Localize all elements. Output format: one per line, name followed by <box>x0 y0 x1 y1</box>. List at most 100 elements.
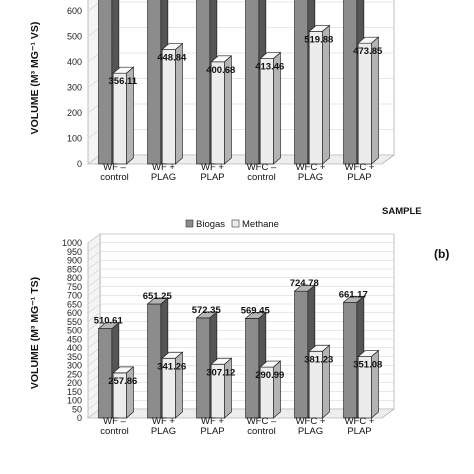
x-tick-label-line: WFC + <box>345 162 375 173</box>
y-tick-label: 200 <box>67 108 82 118</box>
x-tick-label-line: WFC – <box>247 416 277 427</box>
y-tick-label: 700 <box>67 291 82 301</box>
y-tick-label: 100 <box>67 396 82 406</box>
data-label: 341.26 <box>157 361 186 372</box>
bar-biogas-top <box>244 311 267 319</box>
y-tick-label: 50 <box>72 404 82 414</box>
y-tick-label: 900 <box>67 256 82 266</box>
y-tick-label: 100 <box>67 134 82 144</box>
bar-biogas <box>294 0 309 165</box>
x-tick-label: WFC + PLAG <box>296 162 326 183</box>
data-label: 381.23 <box>304 354 333 365</box>
data-label: 473.85 <box>353 46 383 57</box>
y-tick-label: 200 <box>67 378 82 388</box>
y-tick-label: 500 <box>67 32 82 42</box>
x-tick-label-line: WFC + <box>296 162 326 173</box>
x-tick-label-line: WF + <box>152 162 175 173</box>
x-tick-label-line: WF – <box>103 162 126 173</box>
x-tick-label-line: control <box>247 426 276 437</box>
x-tick-label-line: PLAP <box>347 426 371 437</box>
data-label: 448.84 <box>157 53 187 64</box>
panel-b-label: (b) <box>434 247 449 261</box>
legend-biogas-label: Biogas <box>196 219 225 230</box>
bar-methane-side <box>322 24 330 165</box>
bar-biogas <box>98 328 113 419</box>
x-tick-label: WF – control <box>100 162 129 183</box>
data-label: 356.11 <box>109 76 138 87</box>
data-label: 351.08 <box>353 360 382 371</box>
x-tick-label: WF + PLAG <box>151 162 176 183</box>
gridline <box>87 251 394 261</box>
bar-biogas-top <box>195 311 218 319</box>
x-tick-label: WFC – control <box>247 416 277 437</box>
data-label: 569.45 <box>241 305 271 316</box>
data-label: 257.86 <box>108 376 137 387</box>
legend: Biogas Methane <box>185 219 279 230</box>
data-label: 724.78 <box>290 278 319 289</box>
bar-biogas-top <box>146 297 169 305</box>
legend-biogas-swatch <box>185 219 194 228</box>
x-tick-label-line: WF + <box>201 416 224 427</box>
gridline <box>87 277 394 287</box>
bar-methane-top <box>210 357 233 365</box>
side-wall <box>87 0 101 165</box>
x-tick-label-line: PLAG <box>151 172 176 183</box>
y-tick-label: 0 <box>77 159 82 169</box>
bar-biogas <box>343 0 358 165</box>
x-tick-label-line: PLAG <box>298 172 323 183</box>
x-tick-label: WFC + PLAP <box>345 416 375 437</box>
x-tick-label-line: WF + <box>201 162 224 173</box>
y-tick-label: 300 <box>67 361 82 371</box>
x-tick-label: WF + PLAP <box>200 416 224 437</box>
data-label: 307.12 <box>206 367 235 378</box>
gridline <box>87 242 394 252</box>
gridline <box>87 233 394 244</box>
x-tick-label-line: PLAP <box>200 426 224 437</box>
y-tick-label: 300 <box>67 83 82 93</box>
bar-methane <box>210 61 225 165</box>
bar-biogas <box>147 0 162 165</box>
legend-methane-label: Methane <box>242 219 279 230</box>
data-label: 400.68 <box>206 65 235 76</box>
x-tick-label-line: PLAG <box>298 426 323 437</box>
y-tick-label: 0 <box>77 413 82 423</box>
bar-methane-top <box>259 360 282 368</box>
x-tick-label-line: WFC + <box>345 416 375 427</box>
y-tick-label: 950 <box>67 247 82 257</box>
x-tick-label: WF – control <box>100 416 129 437</box>
x-tick-label-line: PLAP <box>200 172 224 183</box>
y-tick-label: 600 <box>67 308 82 318</box>
legend-methane-swatch <box>231 219 240 228</box>
x-axis-name: SAMPLE <box>382 206 422 217</box>
gridline <box>87 268 394 279</box>
gridline <box>87 259 394 270</box>
x-tick-label-line: control <box>100 426 129 437</box>
bar-methane-top <box>357 350 380 357</box>
gridline <box>87 286 394 296</box>
x-tick-label-line: WF + <box>152 416 175 427</box>
bar-methane-top <box>161 43 184 50</box>
x-tick-label: WF + PLAG <box>151 416 176 437</box>
bar-methane-top <box>357 36 380 44</box>
bar-biogas-top <box>97 322 120 329</box>
bar-methane-top <box>210 55 233 63</box>
x-tick-label-line: WF – <box>103 416 126 427</box>
bar-biogas <box>245 0 260 165</box>
y-tick-label: 650 <box>67 299 82 309</box>
bar-biogas <box>196 0 211 165</box>
data-label: 651.25 <box>143 291 173 302</box>
bar-methane-top <box>259 52 282 59</box>
bar-methane <box>357 42 372 165</box>
data-label: 510.61 <box>94 316 124 327</box>
y-tick-label: 750 <box>67 282 82 292</box>
y-tick-label: 800 <box>67 273 82 283</box>
bar-methane-top <box>308 344 331 352</box>
y-tick-label: 150 <box>67 387 82 397</box>
x-tick-label: WFC – control <box>247 162 277 183</box>
x-tick-label: WFC + PLAP <box>345 162 375 183</box>
bar-methane-top <box>308 25 331 32</box>
data-label: 413.46 <box>255 62 284 73</box>
data-label: 290.99 <box>255 370 284 381</box>
